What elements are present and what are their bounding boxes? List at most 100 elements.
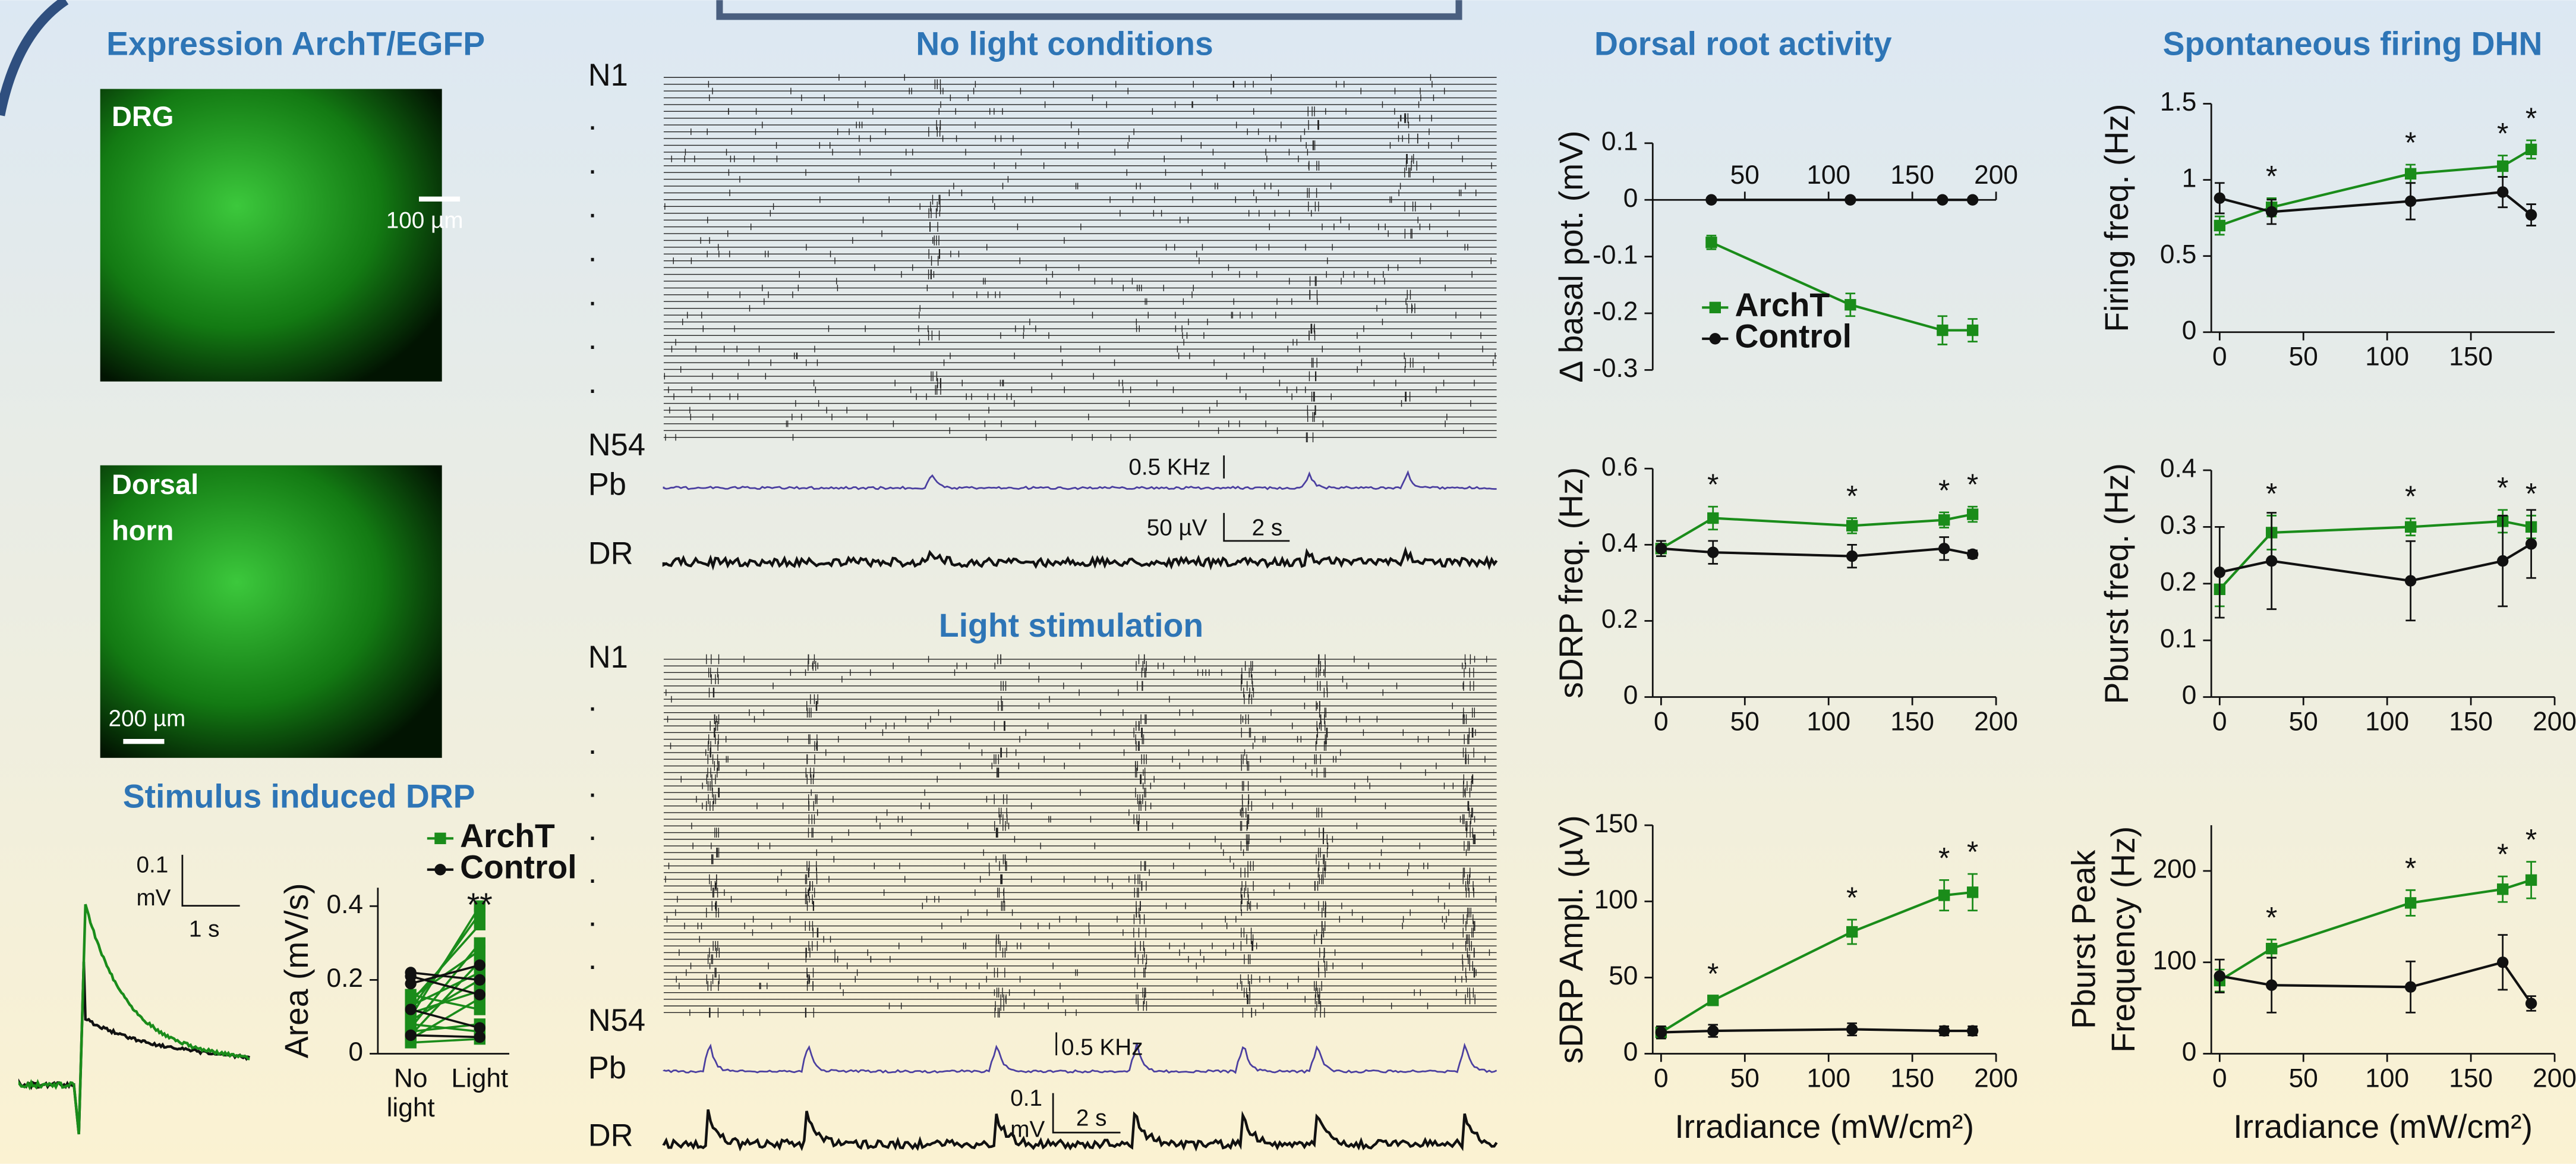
raster	[663, 654, 1497, 1018]
y-tick-label: 0.2	[2160, 567, 2196, 596]
x-tick-label: 150	[1890, 161, 1934, 190]
marker	[474, 974, 485, 986]
marker	[434, 832, 446, 844]
marker	[2525, 874, 2537, 886]
x-tick-label: 150	[1890, 1064, 1934, 1093]
x-tick-label: 0	[2212, 1064, 2227, 1093]
y-tick-label: 0.4	[327, 890, 363, 919]
marker	[1709, 333, 1721, 345]
marker	[474, 959, 485, 971]
y-tick-label: 0	[1623, 1037, 1638, 1067]
marker	[2497, 883, 2509, 895]
significance: **	[467, 886, 493, 923]
marker	[1844, 194, 1856, 206]
pair-line	[411, 1034, 480, 1039]
y-tick-label: 0.3	[2160, 511, 2196, 540]
y-tick-label: 0	[1623, 184, 1638, 213]
y-tick-label: 100	[1594, 885, 1638, 914]
scale-label: 0.1	[136, 852, 168, 878]
x-tick-label: 200	[2533, 1064, 2576, 1093]
marker	[2404, 195, 2417, 207]
marker	[1655, 543, 1667, 555]
legend-label: ArchT	[1735, 287, 1830, 323]
x-tick-label: 100	[2365, 707, 2409, 736]
marker	[2214, 567, 2226, 578]
significance: *	[2266, 159, 2277, 193]
marker	[1705, 194, 1717, 206]
series-line	[1711, 241, 1973, 332]
x-tick-label: 150	[2449, 707, 2493, 736]
marker	[405, 989, 417, 1001]
significance: *	[2525, 823, 2537, 857]
scale-label: 0.5 KHz	[1061, 1034, 1143, 1060]
row-label: .	[588, 233, 597, 268]
x-tick-label: 100	[1806, 161, 1850, 190]
y-tick-label: 50	[1609, 961, 1638, 990]
marker	[405, 1029, 417, 1042]
marker	[405, 1003, 417, 1015]
significance: *	[2525, 102, 2537, 135]
row-label: .	[588, 365, 597, 400]
panel-title: Expression ArchT/EGFP	[106, 25, 485, 62]
marker	[1966, 886, 1979, 898]
scale-label: 100 µm	[386, 208, 464, 234]
pair-line	[410, 979, 481, 1022]
y-tick-label: 0.5	[2160, 240, 2196, 269]
marker	[1846, 926, 1858, 938]
x-axis-label: Irradiance (mW/cm²)	[1675, 1108, 1974, 1145]
y-tick-label: 0	[2182, 1037, 2197, 1067]
x-tick-label: 150	[2449, 342, 2493, 372]
significance: *	[1938, 841, 1950, 874]
marker	[1844, 298, 1856, 311]
panel-title: Light stimulation	[939, 607, 1203, 644]
marker	[1938, 889, 1950, 901]
legend-label: ArchT	[460, 817, 555, 854]
marker	[1938, 543, 1950, 555]
significance: *	[1967, 835, 1978, 869]
x-tick-label: 150	[2449, 1064, 2493, 1093]
marker	[434, 864, 446, 876]
x-tick-label: 200	[2533, 707, 2576, 736]
y-axis-label: Pburst freq. (Hz)	[2098, 463, 2135, 704]
marker	[2266, 943, 2278, 955]
y-tick-label: 0.1	[1601, 127, 1638, 156]
x-tick-label: 0	[2212, 342, 2227, 372]
significance: *	[2266, 477, 2277, 510]
y-tick-label: 0.4	[2160, 454, 2196, 483]
pair-line	[410, 975, 480, 996]
marker	[1707, 512, 1719, 524]
y-axis-label: sDRP freq. (Hz)	[1553, 467, 1590, 699]
y-tick-label: -0.2	[1593, 297, 1638, 326]
marker	[2404, 168, 2417, 180]
y-tick-label: -0.3	[1593, 354, 1638, 383]
pair-line	[410, 964, 480, 985]
row-label: .	[588, 855, 597, 890]
x-tick-label: 200	[1974, 707, 2018, 736]
scale-label: 50 µV	[1147, 515, 1207, 541]
y-tick-label: 0.4	[1601, 528, 1638, 558]
y-axis-label: Area (mV/s)	[278, 883, 315, 1058]
marker	[1707, 1025, 1719, 1037]
y-tick-label: 200	[2153, 855, 2197, 884]
scale-bar	[1223, 512, 1290, 542]
row-label: .	[588, 898, 597, 933]
y-axis-label: Frequency (Hz)	[2105, 826, 2142, 1053]
row-label: .	[588, 682, 597, 718]
significance: *	[1967, 468, 1978, 501]
scale-bar	[181, 854, 240, 907]
pair-line	[409, 961, 481, 1036]
marker	[2497, 957, 2509, 968]
pair-line	[410, 1008, 480, 1029]
significance: *	[1938, 474, 1950, 507]
scale-label: 2 s	[1076, 1105, 1107, 1131]
x-tick-label: 0	[1654, 1064, 1669, 1093]
marker	[1966, 1025, 1979, 1037]
pb-trace	[663, 1042, 1497, 1074]
x-tick-label: 0	[1654, 707, 1669, 736]
x-tick-label: 200	[1974, 161, 2018, 190]
marker	[2404, 897, 2417, 909]
marker	[2214, 219, 2226, 232]
marker	[2266, 979, 2278, 991]
scale-bar	[1052, 1093, 1121, 1134]
